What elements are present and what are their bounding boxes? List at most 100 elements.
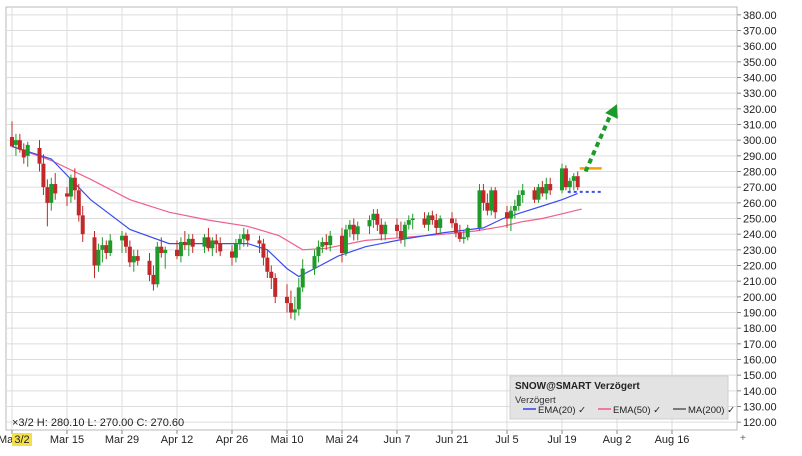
candle-body (300, 268, 305, 288)
candle-body (536, 187, 541, 200)
cursor-readout: ×3/2 H: 280.10 L: 270.00 C: 270.60 (12, 417, 184, 429)
candle-body (485, 202, 490, 211)
candle-body (104, 245, 109, 253)
candle-body (410, 218, 415, 221)
x-tick-label: Aug 2 (603, 434, 632, 446)
candle-body (355, 226, 360, 235)
x-tick-label: Jun 7 (384, 434, 411, 446)
candle-body (465, 227, 470, 238)
candle-body (269, 271, 274, 279)
candle-body (13, 140, 18, 145)
candle-body (206, 237, 211, 249)
candle-body (25, 144, 30, 156)
candle-body (261, 243, 266, 258)
candle-body (426, 215, 431, 225)
x-tick-label: Apr 26 (216, 434, 248, 446)
candle-body (453, 223, 458, 233)
y-tick-label: 140.00 (743, 386, 777, 398)
candle-body (127, 246, 132, 263)
y-tick-label: 270.00 (743, 182, 777, 194)
candle-body (512, 205, 517, 211)
candle-body (379, 224, 384, 235)
candle-body (17, 140, 22, 150)
candle-body (402, 224, 407, 239)
y-tick-label: 320.00 (743, 104, 777, 116)
candle-body (151, 274, 156, 285)
candle-body (265, 257, 270, 272)
candle-body (131, 256, 136, 263)
candle-body (520, 190, 525, 195)
x-tick-label: Jun 21 (435, 434, 468, 446)
x-tick-label: Mai 10 (270, 434, 303, 446)
candle-body (273, 278, 278, 297)
candle-body (96, 249, 101, 266)
legend-box (509, 375, 729, 420)
candle-body (563, 168, 568, 188)
y-tick-label: 150.00 (743, 370, 777, 382)
candle-body (10, 137, 14, 147)
candle-body (218, 243, 223, 252)
x-tick-label: Jul 19 (547, 434, 576, 446)
candle-body (324, 242, 329, 246)
candle-body (398, 231, 403, 239)
legend-title: SNOW@SMART Verzögert (515, 381, 640, 392)
candle-body (230, 251, 234, 258)
candle-body (241, 234, 246, 239)
candle-body (422, 218, 427, 225)
y-tick-label: 190.00 (743, 308, 777, 320)
candle-body (351, 224, 356, 235)
candle-body (210, 240, 215, 249)
y-tick-label: 210.00 (743, 276, 777, 288)
cursor-date-highlight (12, 433, 32, 446)
candle-body (347, 224, 352, 230)
candle-body (383, 224, 388, 235)
candle-body (53, 184, 58, 194)
y-tick-label: 370.00 (743, 26, 777, 38)
candle-body (343, 229, 348, 253)
candle-body (493, 190, 498, 213)
candle-body (45, 187, 50, 203)
candle-body (285, 296, 289, 304)
y-tick-label: 350.00 (743, 57, 777, 69)
candle-body (571, 176, 576, 181)
candle-body (41, 163, 46, 188)
x-tick-label: Apr 12 (161, 434, 193, 446)
candle-body (178, 242, 183, 257)
candle-body (438, 218, 443, 228)
candle-body (312, 256, 317, 269)
cursor-date-label: 3/2 (14, 434, 29, 446)
y-tick-label: 250.00 (743, 214, 777, 226)
x-tick-label: Aug 16 (655, 434, 690, 446)
candle-body (434, 220, 439, 228)
candle-body (135, 256, 140, 261)
candle-body (72, 177, 77, 191)
candle-body (159, 246, 164, 253)
candle-body (108, 240, 113, 253)
candle-body (505, 212, 509, 219)
y-tick-label: 120.00 (743, 417, 777, 429)
candle-body (375, 213, 380, 225)
candle-body (540, 187, 545, 194)
candle-body (214, 240, 219, 244)
legend: SNOW@SMART Verzögert Verzögert EMA(20) ✓… (509, 375, 735, 420)
candle-body (120, 235, 124, 241)
y-tick-label: 330.00 (743, 88, 777, 100)
candle-body (477, 190, 482, 228)
candle-body (257, 240, 262, 244)
candle-body (320, 242, 325, 247)
candle-body (245, 234, 250, 241)
x-axis-end-marker: + (740, 433, 746, 444)
candle-body (21, 149, 26, 158)
candle-body (489, 190, 494, 211)
candle-body (68, 177, 73, 197)
x-tick-label: Jul 5 (495, 434, 518, 446)
legend-entry-label: EMA(50) ✓ (613, 405, 661, 416)
candle-body (450, 218, 454, 224)
candle-body (395, 224, 399, 232)
candle-body (288, 303, 293, 313)
y-tick-label: 260.00 (743, 198, 777, 210)
candle-body (430, 215, 435, 221)
x-tick-label: Mar 15 (50, 434, 84, 446)
y-tick-label: 200.00 (743, 292, 777, 304)
